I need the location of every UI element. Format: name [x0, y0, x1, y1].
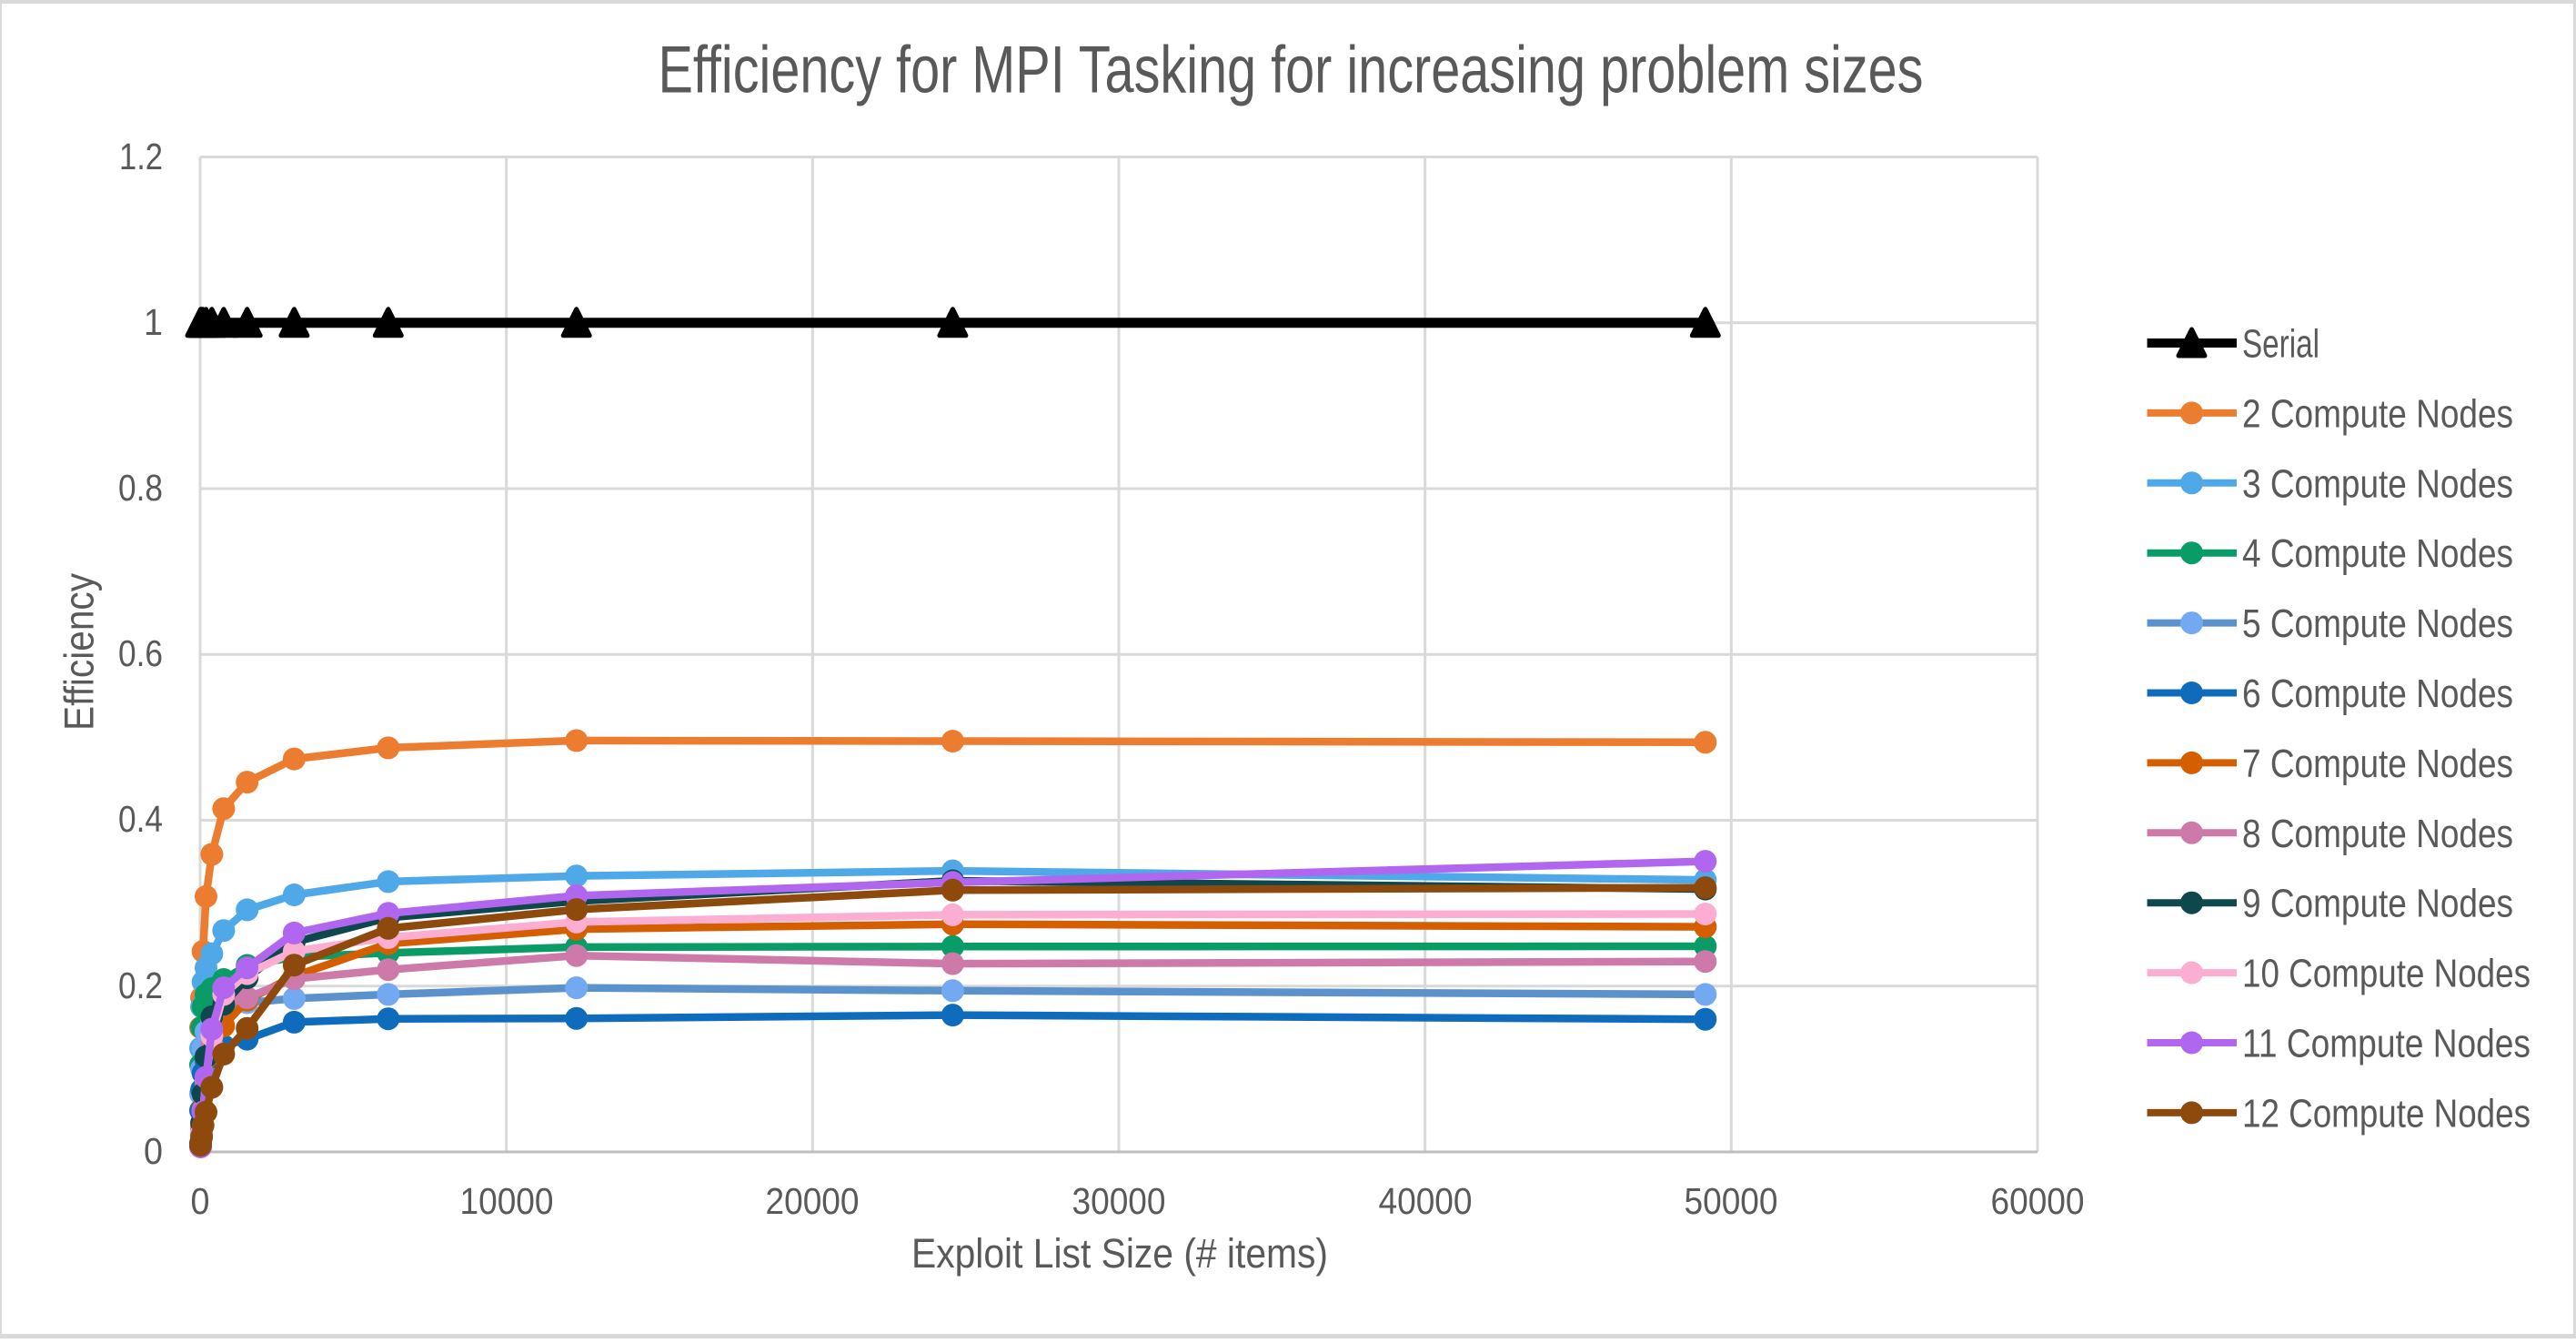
svg-text:5 Compute Nodes: 5 Compute Nodes — [2242, 601, 2513, 646]
svg-text:6 Compute Nodes: 6 Compute Nodes — [2242, 672, 2513, 716]
svg-text:2 Compute Nodes: 2 Compute Nodes — [2242, 391, 2513, 436]
svg-text:10 Compute Nodes: 10 Compute Nodes — [2242, 952, 2531, 996]
svg-text:3 Compute Nodes: 3 Compute Nodes — [2242, 461, 2513, 506]
svg-text:4 Compute Nodes: 4 Compute Nodes — [2242, 531, 2513, 576]
svg-text:0: 0 — [144, 1130, 163, 1172]
svg-text:0.2: 0.2 — [118, 964, 163, 1006]
svg-text:0.8: 0.8 — [118, 467, 163, 509]
svg-text:30000: 30000 — [1072, 1180, 1166, 1222]
svg-text:1: 1 — [144, 301, 163, 343]
svg-text:Exploit List Size (# items): Exploit List Size (# items) — [911, 1230, 1328, 1277]
svg-text:1.2: 1.2 — [119, 136, 163, 177]
svg-text:Serial: Serial — [2242, 322, 2319, 367]
svg-text:0: 0 — [191, 1180, 210, 1222]
svg-text:9 Compute Nodes: 9 Compute Nodes — [2242, 882, 2513, 926]
svg-text:10000: 10000 — [460, 1180, 554, 1222]
svg-text:0.4: 0.4 — [118, 798, 163, 840]
svg-text:11 Compute Nodes: 11 Compute Nodes — [2242, 1022, 2531, 1066]
svg-text:20000: 20000 — [766, 1180, 860, 1222]
svg-text:12 Compute Nodes: 12 Compute Nodes — [2242, 1091, 2531, 1136]
svg-text:7 Compute Nodes: 7 Compute Nodes — [2242, 742, 2513, 786]
svg-text:50000: 50000 — [1685, 1180, 1778, 1222]
svg-text:0.6: 0.6 — [118, 632, 163, 674]
svg-text:Efficiency: Efficiency — [56, 573, 103, 731]
svg-text:60000: 60000 — [1991, 1180, 2085, 1222]
svg-text:8 Compute Nodes: 8 Compute Nodes — [2242, 812, 2513, 856]
svg-text:40000: 40000 — [1379, 1180, 1473, 1222]
svg-text:Efficiency for MPI Tasking for: Efficiency for MPI Tasking for increasin… — [659, 34, 1924, 107]
